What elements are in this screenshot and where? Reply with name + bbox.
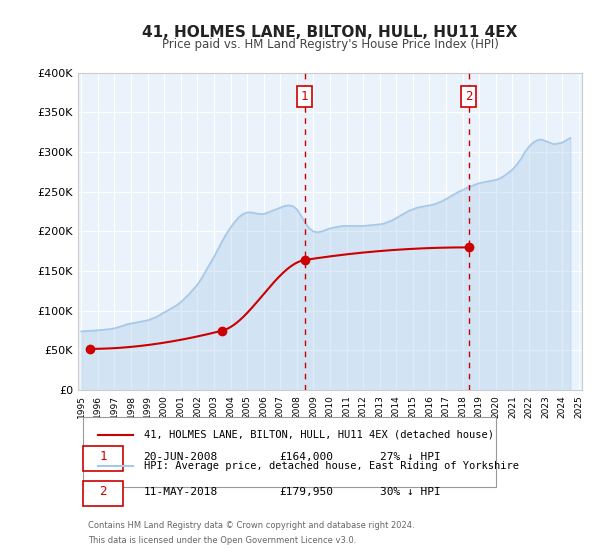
Text: This data is licensed under the Open Government Licence v3.0.: This data is licensed under the Open Gov… — [88, 536, 356, 545]
Text: 2: 2 — [465, 90, 472, 103]
Text: 20-JUN-2008: 20-JUN-2008 — [143, 452, 218, 462]
FancyBboxPatch shape — [83, 480, 124, 506]
Text: 27% ↓ HPI: 27% ↓ HPI — [380, 452, 441, 462]
FancyBboxPatch shape — [83, 417, 496, 487]
Text: 1: 1 — [301, 90, 308, 103]
Text: 2: 2 — [100, 485, 107, 498]
Text: 41, HOLMES LANE, BILTON, HULL, HU11 4EX (detached house): 41, HOLMES LANE, BILTON, HULL, HU11 4EX … — [143, 430, 494, 440]
Text: 1: 1 — [100, 450, 107, 463]
Text: 41, HOLMES LANE, BILTON, HULL, HU11 4EX: 41, HOLMES LANE, BILTON, HULL, HU11 4EX — [142, 25, 518, 40]
Text: £179,950: £179,950 — [280, 487, 334, 497]
Text: 11-MAY-2018: 11-MAY-2018 — [143, 487, 218, 497]
Text: Price paid vs. HM Land Registry's House Price Index (HPI): Price paid vs. HM Land Registry's House … — [161, 38, 499, 51]
FancyBboxPatch shape — [83, 446, 124, 471]
Text: £164,000: £164,000 — [280, 452, 334, 462]
Text: 30% ↓ HPI: 30% ↓ HPI — [380, 487, 441, 497]
Text: Contains HM Land Registry data © Crown copyright and database right 2024.: Contains HM Land Registry data © Crown c… — [88, 520, 415, 530]
Text: HPI: Average price, detached house, East Riding of Yorkshire: HPI: Average price, detached house, East… — [143, 461, 518, 472]
